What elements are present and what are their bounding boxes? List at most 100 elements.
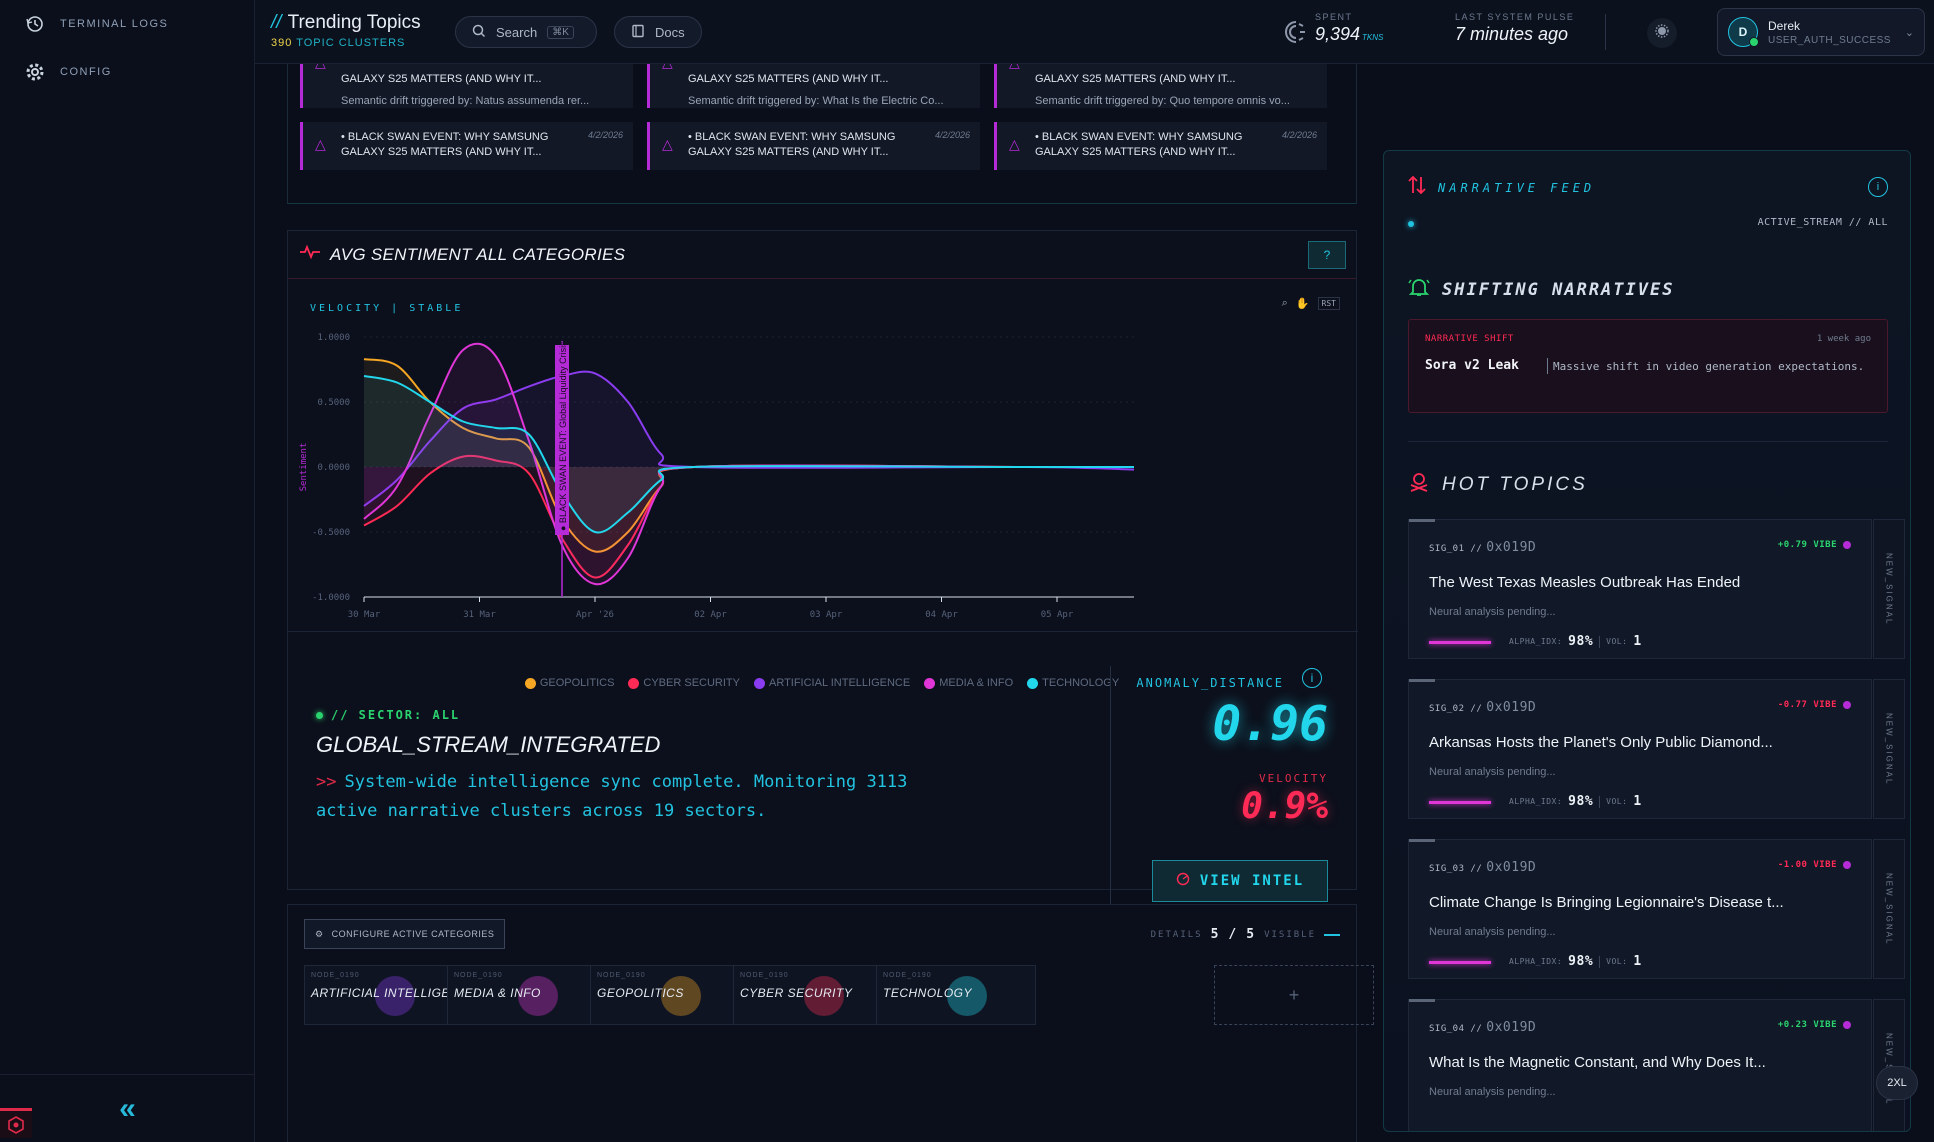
- gear-icon: [24, 61, 46, 83]
- reset-zoom-button[interactable]: RST: [1317, 297, 1340, 310]
- signal-id: SIG_04 //0x019D: [1429, 1020, 1537, 1035]
- new-signal-tab[interactable]: NEW_SIGNAL: [1873, 839, 1905, 979]
- sector-summary: // SECTOR: ALL GLOBAL_STREAM_INTEGRATED …: [288, 631, 1358, 906]
- alert-card[interactable]: △ 4/2/2026 • BLACK SWAN EVENT: WHY SAMSU…: [647, 122, 980, 170]
- vibe-score: -1.00 VIBE: [1778, 860, 1851, 870]
- topic-card[interactable]: SIG_04 //0x019D +0.23 VIBE What Is the Mag…: [1408, 999, 1905, 1131]
- add-category-button[interactable]: +: [1214, 965, 1374, 1025]
- zoom-level-chip[interactable]: 2XL: [1876, 1066, 1918, 1100]
- signal-bar: [1429, 801, 1491, 804]
- view-intel-button[interactable]: VIEW INTEL: [1152, 860, 1328, 902]
- page-title: //Trending Topics: [271, 12, 421, 33]
- feed-header: NARRATIVE FEED: [1408, 175, 1595, 200]
- alert-card[interactable]: △ GALAXY S25 MATTERS (AND WHY IT... Sema…: [994, 64, 1327, 108]
- category-name: ARTIFICIAL INTELLIGENCE: [311, 986, 464, 1000]
- sentiment-line-chart: 1.0000 0.5000 0.0000 -0.5000 -1.0000 Sentimen…: [299, 333, 1135, 620]
- topic-card[interactable]: SIG_03 //0x019D -1.00 VIBE Climate Change …: [1408, 839, 1905, 979]
- token-icon: [1285, 20, 1307, 49]
- sidebar-footer: «: [0, 1074, 255, 1142]
- alert-card[interactable]: △ 4/2/2026 • BLACK SWAN EVENT: WHY SAMSU…: [300, 122, 633, 170]
- topic-status: Neural analysis pending...: [1429, 766, 1556, 778]
- topic-status: Neural analysis pending...: [1429, 1086, 1556, 1098]
- topic-card[interactable]: SIG_02 //0x019D -0.77 VIBE Arkansas Hosts …: [1408, 679, 1905, 819]
- category-card[interactable]: NODE_0190 ARTIFICIAL INTELLIGENCE: [304, 965, 464, 1025]
- configure-categories-button[interactable]: ⚙ CONFIGURE ACTIVE CATEGORIES: [304, 919, 506, 949]
- zoom-icon[interactable]: ⌕: [1281, 297, 1288, 309]
- collapse-dash[interactable]: [1324, 933, 1340, 936]
- user-menu[interactable]: D Derek USER_AUTH_SUCCESS ⌄: [1717, 8, 1925, 56]
- sidebar-item-label: TERMINAL LOGS: [60, 18, 169, 30]
- velocity-status: VELOCITY | STABLE: [310, 303, 464, 314]
- alert-card[interactable]: △ GALAXY S25 MATTERS (AND WHY IT... Sema…: [647, 64, 980, 108]
- pan-hand-icon[interactable]: ✋: [1295, 298, 1310, 310]
- legend-swatch: [1027, 677, 1039, 689]
- sidebar-item-config[interactable]: CONFIG: [0, 48, 136, 96]
- category-card[interactable]: NODE_0190 TECHNOLOGY: [876, 965, 1036, 1025]
- annotation-label: ● BLACK SWAN EVENT: Global Liquidity Cri…: [558, 341, 568, 531]
- search-button[interactable]: Search ⌘K: [455, 16, 597, 48]
- sidebar-item-terminal-logs[interactable]: TERMINAL LOGS: [0, 0, 192, 48]
- category-glow: [661, 976, 701, 1016]
- cluster-count: 390 TOPIC CLUSTERS: [271, 37, 406, 49]
- x-tick-label: 31 Mar: [463, 610, 496, 620]
- signal-id: SIG_01 //0x019D: [1429, 540, 1537, 555]
- pulse-value: 7 minutes ago: [1455, 24, 1569, 44]
- legend-swatch: [524, 677, 536, 689]
- category-card[interactable]: NODE_0190 CYBER SECURITY: [733, 965, 893, 1025]
- sentiment-chart-panel: AVG SENTIMENT ALL CATEGORIES ? VELOCITY …: [287, 230, 1358, 906]
- category-card[interactable]: NODE_0190 MEDIA & INFO: [447, 965, 607, 1025]
- category-glow: [947, 976, 987, 1016]
- theme-toggle-button[interactable]: [1647, 18, 1677, 48]
- legend-item[interactable]: GEOPOLITICS: [524, 677, 614, 689]
- divider: [1110, 666, 1111, 906]
- x-tick-label: 05 Apr: [1041, 610, 1074, 620]
- x-tick-label: 04 Apr: [925, 610, 958, 620]
- legend-item[interactable]: CYBER SECURITY: [628, 677, 740, 689]
- legend-item[interactable]: TECHNOLOGY: [1027, 677, 1119, 689]
- docs-button[interactable]: Docs: [614, 16, 702, 48]
- spent-value: 9,394: [1315, 24, 1361, 44]
- hot-topics-header: HOT TOPICS: [1408, 471, 1588, 498]
- warning-icon: △: [315, 136, 326, 152]
- alert-card[interactable]: △ GALAXY S25 MATTERS (AND WHY IT... Sema…: [300, 64, 633, 108]
- divider: [1605, 14, 1606, 50]
- node-id: NODE_0190: [740, 972, 789, 979]
- info-icon[interactable]: i: [1868, 177, 1888, 197]
- new-signal-tab[interactable]: NEW_SIGNAL: [1873, 519, 1905, 659]
- node-id: NODE_0190: [311, 972, 360, 979]
- topic-card[interactable]: SIG_01 //0x019D +0.79 VIBE The West Texas …: [1408, 519, 1905, 659]
- narrative-feed-panel: NARRATIVE FEED i ACTIVE_STREAM // ALL SH…: [1383, 150, 1911, 1132]
- divider: [1547, 358, 1548, 374]
- hot-topics-title: HOT TOPICS: [1442, 473, 1588, 495]
- vibe-score: +0.79 VIBE: [1778, 540, 1851, 550]
- chart-header: AVG SENTIMENT ALL CATEGORIES ?: [288, 231, 1356, 279]
- warning-icon: △: [315, 64, 326, 71]
- chevron-down-icon: ⌄: [1904, 26, 1914, 39]
- help-button[interactable]: ?: [1308, 241, 1346, 269]
- legend-swatch: [753, 677, 765, 689]
- alert-card[interactable]: △ 4/2/2026 • BLACK SWAN EVENT: WHY SAMSU…: [994, 122, 1327, 170]
- topic-title: Climate Change Is Bringing Legionnaire's…: [1429, 894, 1784, 911]
- info-icon[interactable]: i: [1302, 668, 1322, 688]
- narrative-shift-card[interactable]: NARRATIVE SHIFT 1 week ago Massive shift…: [1408, 319, 1888, 413]
- warning-icon: △: [1009, 136, 1020, 152]
- topic-title: Arkansas Hosts the Planet's Only Public …: [1429, 734, 1773, 751]
- sidebar-item-label: CONFIG: [60, 66, 112, 78]
- question-icon: ?: [1323, 248, 1331, 262]
- x-tick-label: 03 Apr: [810, 610, 843, 620]
- dot-icon: [1843, 1021, 1851, 1029]
- legend-item[interactable]: ARTIFICIAL INTELLIGENCE: [753, 677, 910, 689]
- live-indicator: [1408, 221, 1414, 227]
- legend-item[interactable]: MEDIA & INFO: [924, 677, 1013, 689]
- y-axis-label: Sentiment: [299, 443, 309, 492]
- topic-status: Neural analysis pending...: [1429, 606, 1556, 618]
- topic-title: What Is the Magnetic Constant, and Why D…: [1429, 1054, 1766, 1071]
- double-chevron-left-icon[interactable]: «: [119, 1091, 136, 1125]
- y-tick-label: 1.0000: [317, 333, 350, 343]
- shift-description: Massive shift in video generation expect…: [1553, 360, 1865, 373]
- anomaly-label: ANOMALY_DISTANCE: [1136, 676, 1284, 690]
- new-signal-tab[interactable]: NEW_SIGNAL: [1873, 679, 1905, 819]
- category-card[interactable]: NODE_0190 GEOPOLITICS: [590, 965, 750, 1025]
- topic-title: The West Texas Measles Outbreak Has Ende…: [1429, 574, 1741, 591]
- skull-icon: [1408, 471, 1430, 498]
